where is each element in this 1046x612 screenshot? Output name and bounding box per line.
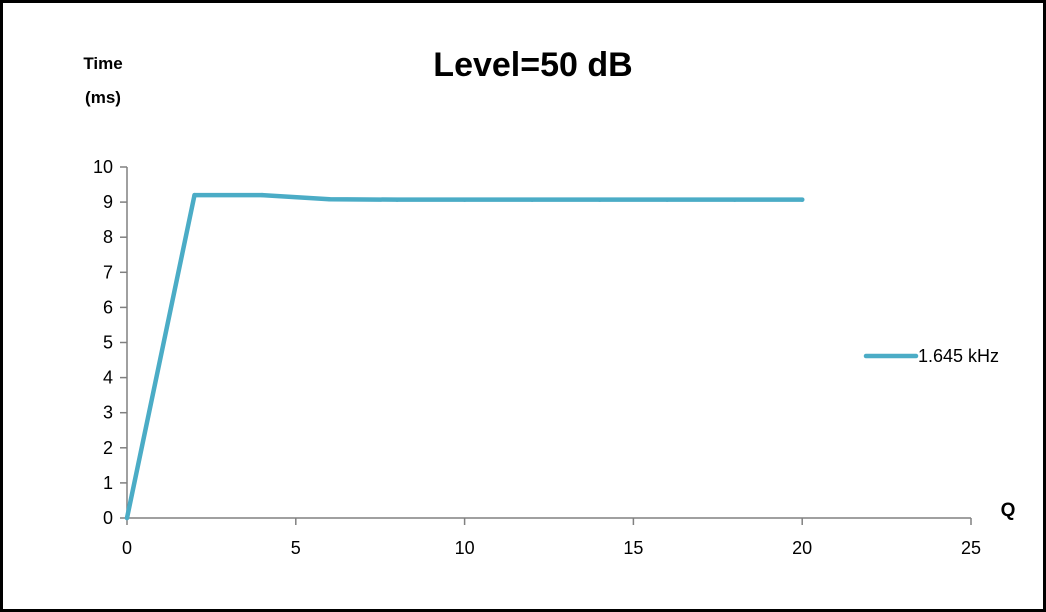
x-tick-label: 10 — [455, 538, 475, 558]
y-tick-label: 1 — [103, 473, 113, 493]
data-point — [664, 197, 670, 202]
y-tick-label: 8 — [103, 227, 113, 247]
x-axis-label: Q — [1001, 500, 1016, 521]
x-tick-label: 15 — [623, 538, 643, 558]
y-tick-label: 2 — [103, 438, 113, 458]
data-point — [732, 197, 737, 202]
series-lines — [124, 192, 805, 521]
series-line — [124, 192, 805, 521]
legend-label: 1.645 kHz — [918, 346, 999, 366]
y-tick-label: 5 — [103, 333, 113, 353]
y-axis-label-line-1: Time — [83, 54, 122, 73]
data-point — [192, 192, 197, 198]
chart-title: Level=50 dB — [433, 46, 632, 84]
data-point — [597, 197, 602, 202]
x-tick-label: 5 — [291, 538, 301, 558]
y-axis-label-line-2: (ms) — [85, 88, 121, 107]
axes — [120, 166, 972, 525]
y-tick-label: 0 — [103, 508, 113, 528]
data-point — [800, 197, 805, 202]
y-tick-label: 6 — [103, 297, 113, 317]
x-tick-label: 25 — [961, 538, 981, 558]
y-tick-label: 7 — [103, 262, 113, 282]
data-point — [259, 192, 265, 198]
y-tick-label: 10 — [93, 157, 113, 177]
y-tick-label: 4 — [103, 368, 113, 388]
y-tick-label: 3 — [103, 403, 113, 423]
legend: 1.645 kHz — [863, 346, 999, 366]
data-point — [462, 197, 467, 202]
data-point — [394, 197, 400, 202]
x-tick-label: 0 — [122, 538, 132, 558]
data-point — [529, 197, 535, 202]
y-tick-label: 9 — [103, 192, 113, 212]
x-tick-label: 20 — [792, 538, 812, 558]
data-point — [124, 515, 130, 521]
data-point — [327, 197, 332, 202]
tick-labels: 0 1 2 3 4 5 6 7 8 9 10 0 5 10 15 20 25 — [93, 157, 981, 558]
